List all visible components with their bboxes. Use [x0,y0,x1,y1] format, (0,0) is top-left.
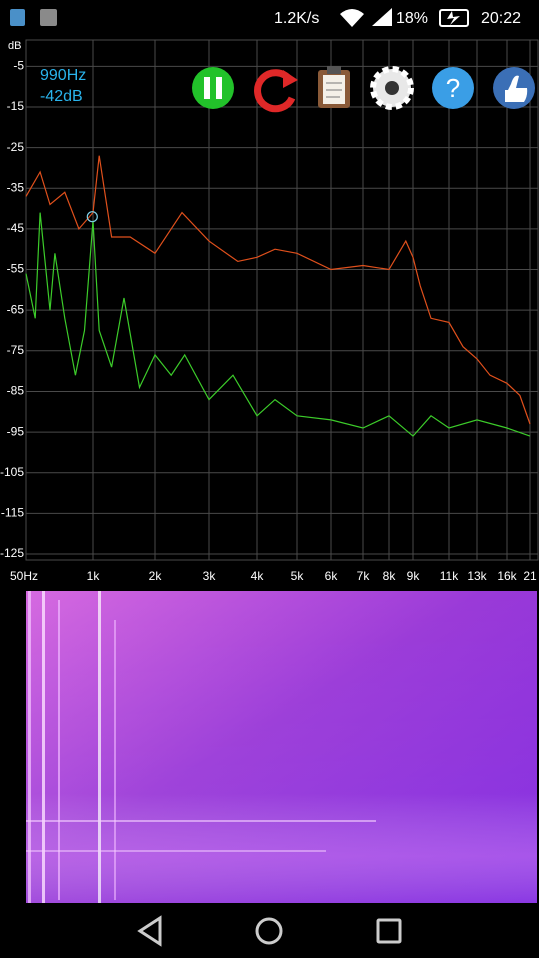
spectrum-line [25,155,531,425]
x-tick-label: 13k [467,569,487,583]
x-tick-label: 16k [497,569,517,583]
y-tick-label: -5 [13,58,24,72]
spectrum-line [25,212,531,437]
x-tick-label: 50Hz [10,569,38,583]
y-tick-label: -15 [7,99,25,113]
x-tick-label: 5k [291,569,305,583]
navigation-bar [137,915,402,947]
y-tick-label: -115 [1,506,24,520]
x-tick-label: 6k [325,569,339,583]
x-tick-label: 3k [203,569,217,583]
spectrogram [26,591,537,903]
clipboard-button[interactable] [318,66,350,108]
y-tick-label: -55 [7,262,25,276]
signal-icon [372,8,392,26]
x-tick-label: 21 [523,569,537,583]
y-tick-label: -105 [0,465,24,479]
y-tick-label: -65 [7,302,25,316]
y-tick-label: -75 [7,343,25,357]
status-bar: 1.2K/s 18% 20:22 [10,8,521,27]
toolbar: ? [192,66,535,113]
usb-icon [10,9,25,26]
x-tick-label: 2k [149,569,163,583]
like-button[interactable] [493,67,535,109]
peak-frequency: 990Hz [40,67,86,84]
y-axis-unit: dB [8,40,21,52]
x-tick-label: 7k [357,569,371,583]
home-button[interactable] [255,917,283,945]
x-tick-label: 11k [440,569,459,583]
reset-button[interactable] [254,69,298,113]
y-tick-label: -45 [7,221,25,235]
y-tick-label: -125 [0,546,24,560]
y-tick-label: -35 [7,180,25,194]
back-button[interactable] [137,915,162,947]
x-tick-label: 8k [383,569,397,583]
peak-level: -42dB [40,88,83,105]
x-tick-label: 9k [407,569,421,583]
svg-text:?: ? [446,73,460,103]
charging-icon [447,11,460,25]
recents-button[interactable] [376,918,402,944]
net-speed: 1.2K/s [274,10,319,27]
y-tick-label: -85 [7,384,25,398]
grid: -5 -15 -25 -35 -45 -55 -65 -75 -85 -95 -105 -115 -12… [0,39,539,583]
plot: 990Hz -42dB [25,67,531,437]
y-tick-label: -25 [7,140,25,154]
settings-button[interactable] [370,66,414,110]
battery-icon [439,9,469,27]
clock: 20:22 [481,10,521,27]
pause-button[interactable] [192,67,234,109]
y-tick-label: -95 [7,424,25,438]
wifi-icon [340,9,364,27]
x-tick-label: 4k [251,569,265,583]
image-icon [40,9,57,26]
help-button[interactable]: ? [432,67,474,109]
battery-percent: 18% [396,10,428,27]
x-tick-label: 1k [87,569,101,583]
peak-marker [86,211,98,223]
plot-frame [25,39,539,561]
